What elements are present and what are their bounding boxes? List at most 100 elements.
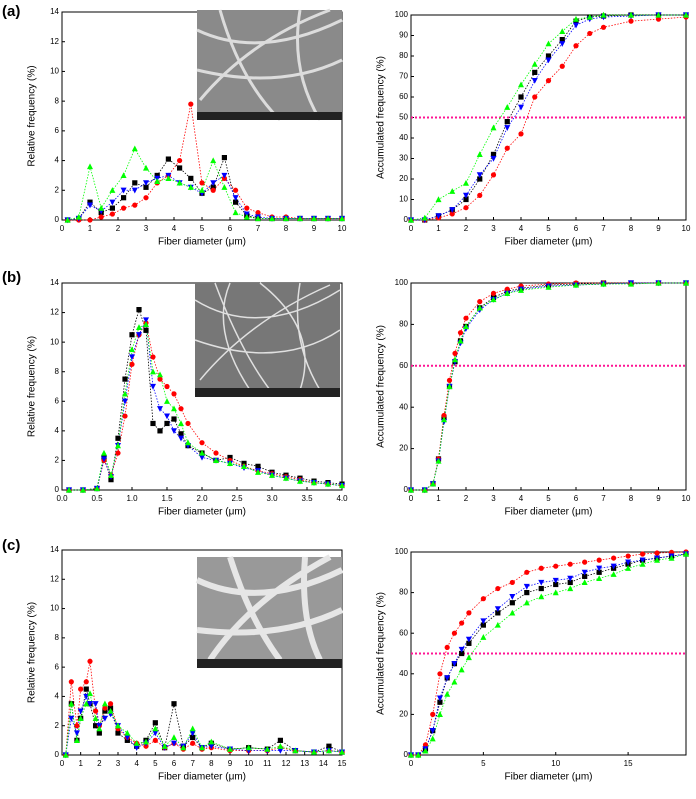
marker bbox=[596, 565, 603, 572]
marker bbox=[581, 569, 588, 576]
x-tick-label: 8 bbox=[629, 224, 634, 233]
y-tick-label: 14 bbox=[50, 545, 59, 554]
marker bbox=[444, 690, 451, 697]
marker bbox=[115, 442, 121, 449]
marker bbox=[165, 156, 171, 162]
marker bbox=[107, 707, 114, 714]
marker bbox=[136, 332, 142, 338]
x-tick-label: 2 bbox=[464, 224, 469, 233]
marker bbox=[441, 416, 447, 423]
marker bbox=[466, 610, 472, 616]
x-tick-label: 8 bbox=[209, 759, 214, 768]
marker bbox=[451, 630, 458, 636]
y-tick-label: 100 bbox=[395, 278, 409, 287]
y-tick-label: 60 bbox=[399, 361, 408, 370]
marker bbox=[297, 215, 303, 222]
y-tick-label: 60 bbox=[399, 628, 408, 637]
marker bbox=[531, 61, 538, 67]
x-tick-label: 1 bbox=[78, 759, 83, 768]
marker bbox=[131, 187, 138, 194]
marker bbox=[596, 569, 602, 575]
marker bbox=[164, 383, 170, 390]
marker bbox=[77, 708, 84, 715]
marker bbox=[199, 449, 205, 456]
marker bbox=[136, 324, 142, 330]
marker bbox=[523, 583, 530, 590]
marker bbox=[277, 748, 284, 754]
marker bbox=[143, 195, 149, 201]
y-tick-label: 4 bbox=[55, 426, 60, 435]
marker bbox=[94, 485, 100, 492]
marker bbox=[87, 199, 93, 205]
x-tick-label: 15 bbox=[624, 759, 633, 768]
series-line bbox=[410, 14, 686, 221]
x-tick-label: 1.5 bbox=[161, 494, 173, 503]
marker bbox=[143, 738, 149, 745]
marker bbox=[115, 730, 121, 736]
marker bbox=[639, 551, 646, 557]
marker bbox=[73, 737, 80, 743]
panel-label: (b) bbox=[2, 269, 21, 286]
marker bbox=[269, 215, 275, 222]
marker bbox=[538, 585, 544, 592]
marker bbox=[255, 469, 261, 475]
x-tick-label: 0.5 bbox=[91, 494, 103, 503]
y-tick-label: 2 bbox=[55, 185, 60, 194]
y-tick-label: 100 bbox=[395, 547, 409, 556]
marker bbox=[154, 178, 161, 184]
marker bbox=[463, 179, 469, 186]
x-tick-label: 0 bbox=[409, 224, 414, 233]
marker bbox=[476, 151, 483, 157]
marker bbox=[120, 172, 127, 179]
marker bbox=[610, 563, 617, 570]
marker bbox=[62, 751, 69, 758]
y-tick-label: 70 bbox=[399, 72, 408, 81]
series-line bbox=[67, 147, 342, 221]
y-tick-label: 80 bbox=[399, 51, 408, 60]
marker bbox=[178, 435, 184, 442]
marker bbox=[233, 199, 239, 205]
y-axis-title: Relative frequency (%) bbox=[27, 336, 38, 437]
marker bbox=[292, 747, 299, 754]
marker bbox=[545, 283, 552, 290]
marker bbox=[87, 202, 93, 209]
x-tick-label: 2 bbox=[116, 224, 121, 233]
marker bbox=[245, 744, 252, 751]
marker bbox=[232, 195, 239, 201]
marker bbox=[463, 315, 469, 321]
marker bbox=[101, 700, 108, 707]
marker bbox=[476, 172, 483, 179]
y-tick-label: 12 bbox=[50, 574, 59, 583]
marker bbox=[457, 330, 464, 336]
marker bbox=[185, 420, 191, 427]
marker bbox=[339, 215, 345, 222]
marker bbox=[490, 124, 497, 131]
x-tick-label: 1 bbox=[88, 224, 93, 233]
marker bbox=[435, 213, 442, 220]
marker bbox=[459, 620, 465, 626]
marker bbox=[213, 450, 219, 456]
marker bbox=[87, 163, 93, 170]
y-axis-title: Accumulated frequency (%) bbox=[376, 592, 387, 715]
marker bbox=[436, 711, 443, 717]
marker bbox=[463, 192, 469, 199]
marker bbox=[683, 279, 689, 286]
x-tick-label: 11 bbox=[263, 759, 272, 768]
marker bbox=[199, 180, 205, 186]
marker bbox=[227, 745, 233, 752]
marker bbox=[429, 728, 436, 734]
marker bbox=[504, 104, 511, 110]
marker bbox=[177, 165, 183, 171]
marker bbox=[176, 179, 183, 186]
series-line bbox=[67, 156, 342, 221]
x-tick-label: 13 bbox=[300, 759, 309, 768]
marker bbox=[451, 678, 458, 685]
marker bbox=[586, 13, 593, 20]
x-axis-title: Fiber diameter (μm) bbox=[158, 237, 246, 248]
marker bbox=[124, 729, 131, 736]
marker bbox=[587, 30, 593, 37]
series-line bbox=[411, 14, 686, 221]
y-axis-title: Relative frequency (%) bbox=[27, 602, 38, 703]
marker bbox=[208, 743, 215, 750]
